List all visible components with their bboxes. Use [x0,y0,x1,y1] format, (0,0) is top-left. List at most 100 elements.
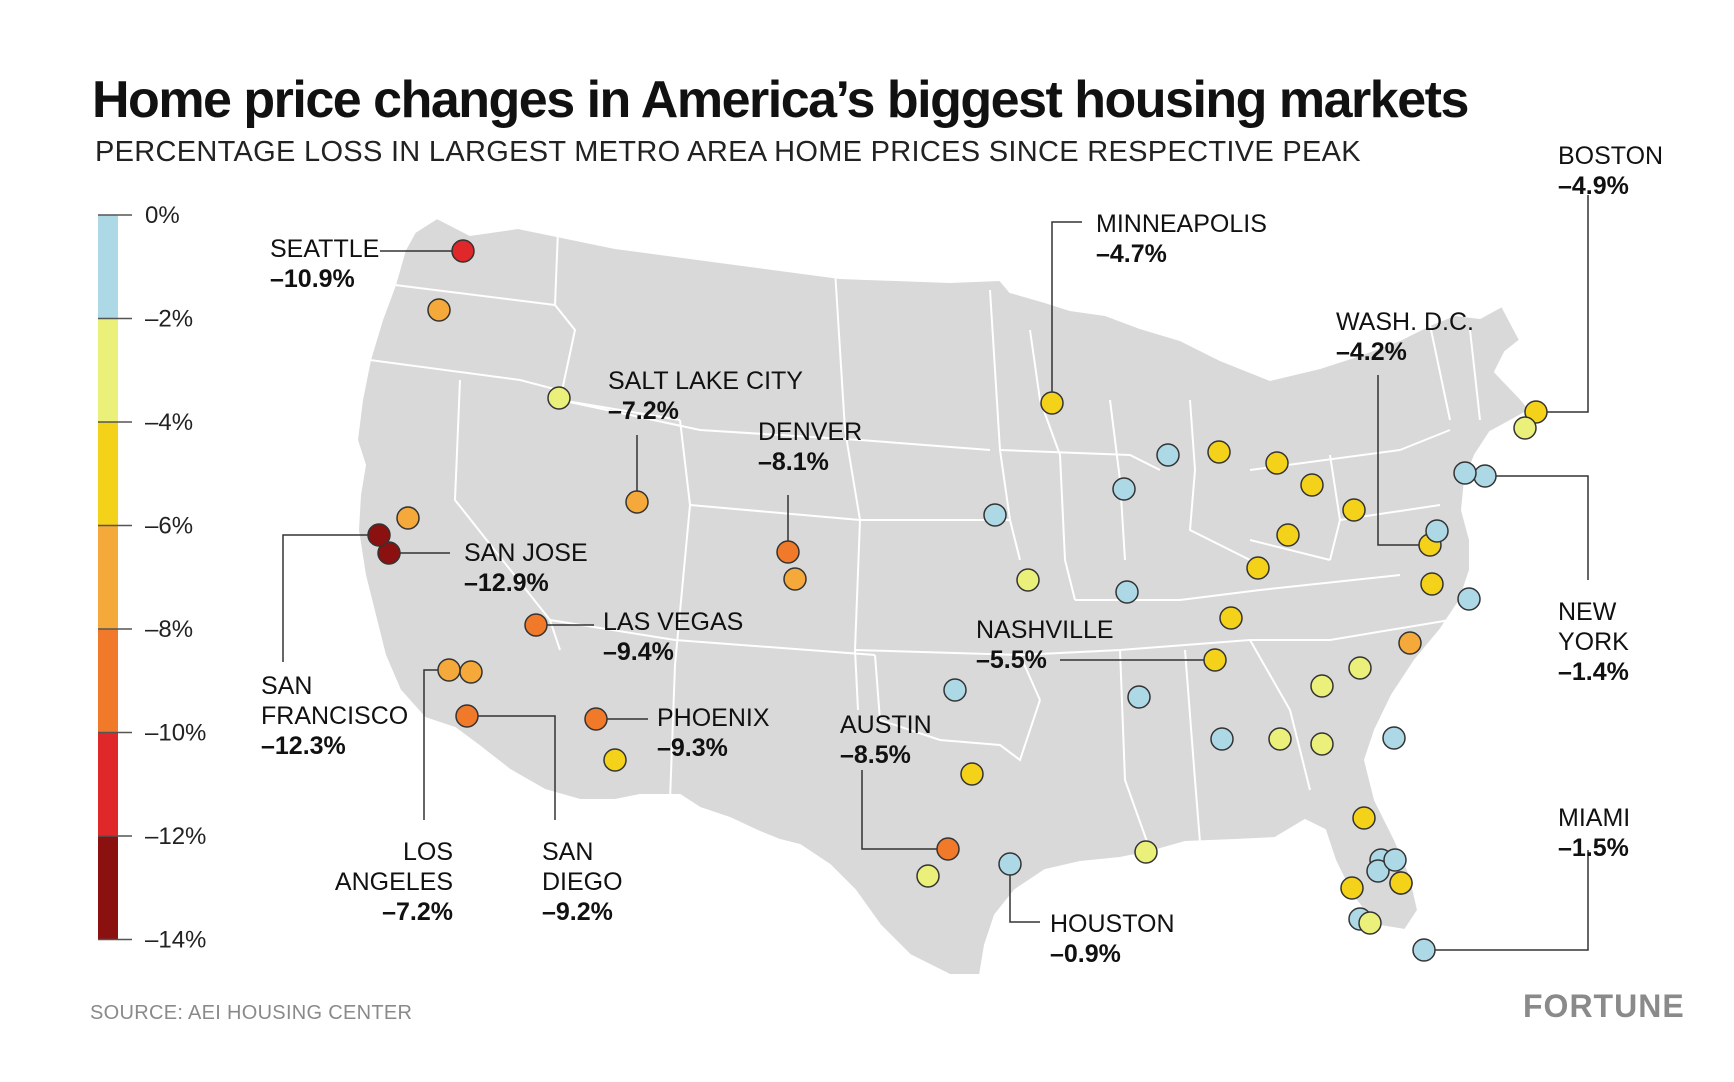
metro-name: BOSTON [1558,142,1663,170]
metro-name: SAN JOSE [464,539,588,567]
metro-name: AUSTIN [840,711,932,739]
metro-dot [1127,685,1151,709]
source-note: SOURCE: AEI HOUSING CENTER [90,1002,413,1024]
leader-line [467,715,556,820]
fortune-logo: FORTUNE [1523,988,1685,1024]
leader-line [1424,850,1589,951]
chart-title: Home price changes in America’s biggest … [92,71,1469,129]
legend-band [98,525,118,629]
leader-line [861,770,948,850]
metro-dot [547,386,571,410]
metro-name: MIAMI [1558,804,1630,832]
metro-dot [1366,859,1390,883]
metro-dot-labeled [936,837,960,861]
legend-band [98,836,118,940]
metro-dot [1453,461,1477,485]
metro-dot [1420,572,1444,596]
metro-value: –9.4% [603,638,674,666]
leader-line [1051,221,1082,403]
metro-value: –1.5% [1558,834,1629,862]
metro-value: –0.9% [1050,940,1121,968]
metro-dot [1383,848,1407,872]
metro-dot [427,298,451,322]
legend-tick-label: –10% [145,720,206,747]
metro-dot [1300,473,1324,497]
metro-name: NASHVILLE [976,616,1114,644]
color-legend: 0% –2% –4% –6% –8% –10% –12% –14% [98,202,206,954]
legend-band [98,318,118,422]
metro-dot [1207,440,1231,464]
metro-dot-labeled [455,704,479,728]
metro-name: LAS VEGAS [603,608,743,636]
metro-name: ANGELES [335,868,453,896]
metro-dot [1219,606,1243,630]
legend-band [98,215,118,319]
metro-name: DIEGO [542,868,623,896]
metro-dot [983,503,1007,527]
metro-dot [1340,876,1364,900]
metro-dot [603,748,627,772]
metro-name: WASH. D.C. [1336,308,1474,336]
metro-dot-labeled [1040,391,1064,415]
metro-value: –9.3% [657,734,728,762]
metro-name: DENVER [758,418,862,446]
metro-dot-labeled [776,540,800,564]
metro-dot-labeled [451,239,475,263]
metro-dot [1115,580,1139,604]
metro-dot [1265,451,1289,475]
metro-name: NEW [1558,598,1617,626]
metro-dot [916,864,940,888]
metro-value: –5.5% [976,646,1047,674]
metro-dot [396,506,420,530]
metro-dot [943,678,967,702]
metro-dot [1016,568,1040,592]
metro-labels: SEATTLE–10.9%SAN JOSE–12.9%SANFRANCISCO–… [261,142,1663,968]
metro-dot [1134,840,1158,864]
leader-line [282,534,379,662]
legend-tick-label: 0% [145,202,180,229]
metro-dot [1310,732,1334,756]
metro-markers [367,239,1548,962]
legend-band [98,629,118,733]
metro-value: –8.1% [758,448,829,476]
metro-name: HOUSTON [1050,910,1175,938]
metro-value: –7.2% [608,397,679,425]
legend-tick-label: –6% [145,513,193,540]
metro-dot [1268,727,1292,751]
metro-name: YORK [1558,628,1629,656]
metro-dot [1112,477,1136,501]
metro-dot [459,660,483,684]
metro-value: –4.9% [1558,172,1629,200]
chart-subtitle: PERCENTAGE LOSS IN LARGEST METRO AREA HO… [95,136,1361,168]
leader-line [1009,864,1040,923]
metro-dot [1425,519,1449,543]
metro-name: SAN [261,672,312,700]
metro-dot-labeled [584,707,608,731]
metro-dot-labeled [998,852,1022,876]
metro-dot [1389,871,1413,895]
metro-dot-labeled [1524,400,1548,424]
metro-name: PHOENIX [657,704,770,732]
metro-dot [1348,656,1372,680]
metro-dot-labeled [437,658,461,682]
metro-dot [1358,911,1382,935]
legend-band [98,732,118,836]
metro-dot-labeled [1203,648,1227,672]
metro-dot [783,567,807,591]
metro-name: LOS [403,838,453,866]
metro-value: –12.9% [464,569,549,597]
legend-tick-label: –8% [145,616,193,643]
metro-dot-labeled [1473,464,1497,488]
metro-dot-labeled [1412,938,1436,962]
legend-band [98,422,118,526]
metro-dot [1276,523,1300,547]
metro-value: –10.9% [270,265,355,293]
metro-value: –1.4% [1558,658,1629,686]
metro-dot-labeled [367,523,391,547]
metro-dot [960,762,984,786]
metro-value: –4.2% [1336,338,1407,366]
metro-name: SAN [542,838,593,866]
metro-dot [1513,416,1537,440]
metro-dot-labeled [524,613,548,637]
